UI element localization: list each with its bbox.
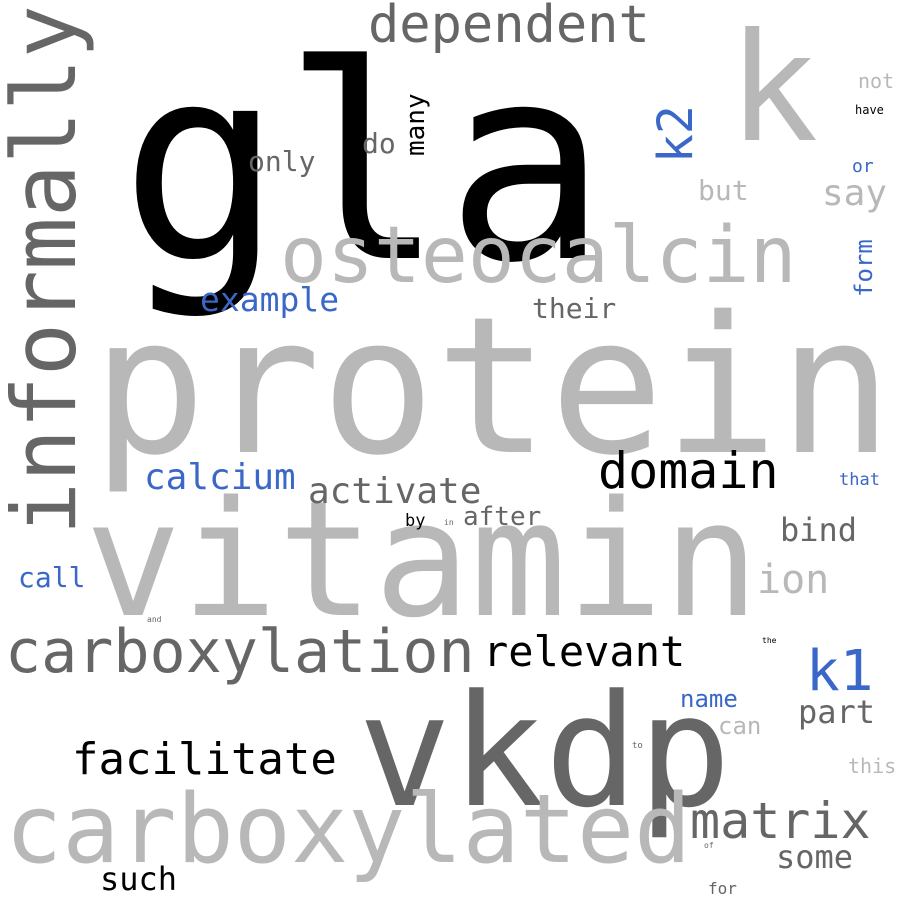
word-carboxylated: carboxylated — [5, 775, 691, 885]
word-such: such — [100, 860, 177, 898]
word-to: to — [632, 741, 643, 751]
word-call: call — [18, 561, 85, 594]
word-not: not — [858, 69, 894, 93]
word-only: only — [248, 145, 315, 178]
word-this: this — [848, 754, 896, 778]
word-can: can — [718, 712, 761, 740]
word-k: k — [728, 2, 818, 176]
word-ion: ion — [757, 557, 829, 603]
word-domain: domain — [598, 442, 779, 500]
word-calcium: calcium — [144, 457, 296, 498]
word-form: form — [850, 239, 878, 297]
word-vkdp: vkdp — [358, 661, 731, 842]
word-the: the — [762, 636, 777, 645]
word-of: of — [704, 841, 714, 850]
word-and: and — [147, 615, 162, 624]
word-matrix: matrix — [690, 792, 871, 850]
word-many: many — [401, 93, 431, 156]
word-relevant: relevant — [483, 627, 685, 676]
word-osteocalcin: osteocalcin — [280, 211, 797, 301]
word-gla: gla — [120, 7, 608, 322]
word-protein: protein — [92, 276, 893, 497]
word-k2: k2 — [648, 105, 704, 163]
word-informally: informally — [0, 5, 96, 535]
word-but: but — [698, 174, 749, 207]
word-or: or — [852, 156, 874, 177]
word-name: name — [680, 685, 738, 713]
word-after: after — [463, 502, 541, 532]
word-in: in — [444, 518, 454, 527]
word-vitamin: vitamin — [85, 466, 759, 653]
word-dependent: dependent — [368, 0, 650, 55]
word-carboxylation: carboxylation — [5, 617, 475, 687]
word-example: example — [200, 280, 339, 319]
word-some: some — [776, 838, 853, 876]
word-their: their — [532, 292, 616, 325]
word-by: by — [405, 511, 425, 531]
word-k1: k1 — [806, 639, 873, 704]
word-bind: bind — [780, 511, 857, 549]
word-have: have — [855, 103, 884, 117]
word-do: do — [362, 127, 396, 160]
word-say: say — [822, 173, 887, 214]
word-activate: activate — [308, 471, 481, 512]
word-for: for — [708, 879, 737, 898]
word-facilitate: facilitate — [72, 734, 337, 785]
word-part: part — [798, 693, 875, 731]
word-that: that — [839, 470, 880, 490]
